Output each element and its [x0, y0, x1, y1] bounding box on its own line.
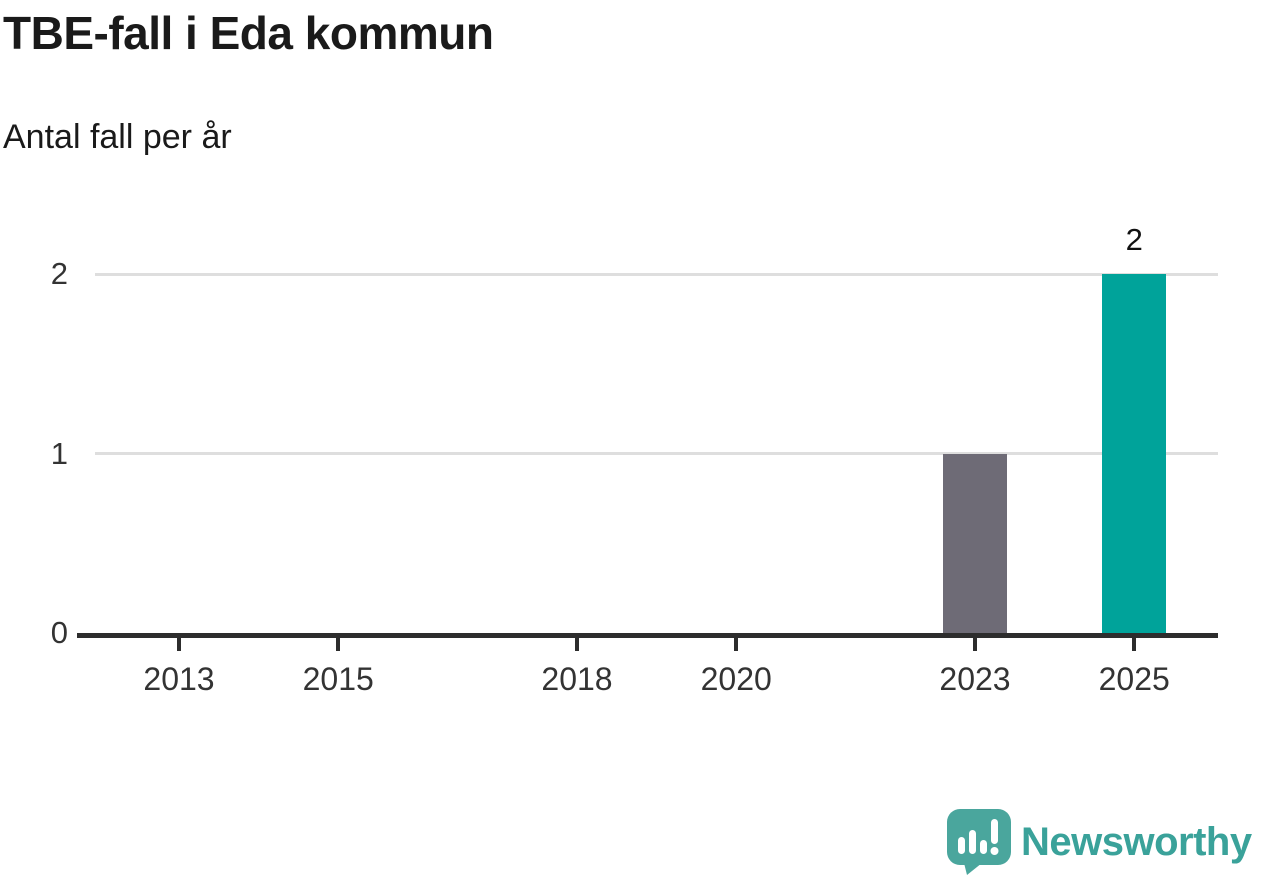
page-title: TBE-fall i Eda kommun — [3, 7, 494, 59]
x-tick-2018 — [575, 638, 579, 651]
y-axis-label-1: 1 — [50, 435, 68, 471]
x-axis-label-2013: 2013 — [143, 661, 215, 697]
gridline-y1 — [95, 452, 1218, 455]
x-axis-label-2025: 2025 — [1098, 661, 1170, 697]
x-axis-label-2015: 2015 — [302, 661, 374, 697]
y-axis-label-0: 0 — [50, 615, 68, 650]
x-axis-label-2020: 2020 — [700, 661, 772, 697]
newsworthy-logo-text: Newsworthy — [1021, 820, 1252, 864]
x-tick-2020 — [734, 638, 739, 651]
x-tick-2013 — [177, 638, 181, 651]
y-axis-label-2: 2 — [50, 256, 68, 291]
x-tick-2023 — [973, 638, 977, 651]
x-tick-2025 — [1132, 638, 1137, 651]
x-axis-label-2018: 2018 — [541, 661, 613, 697]
bar-2023 — [943, 453, 1007, 633]
bar-value-label-2025: 2 — [1125, 222, 1143, 257]
x-axis-label-2023: 2023 — [939, 661, 1011, 697]
x-tick-2015 — [336, 638, 341, 651]
newsworthy-logo: Newsworthy — [947, 809, 1252, 875]
newsworthy-logo-icon — [947, 809, 1011, 875]
gridline-y2 — [95, 272, 1218, 276]
page-subtitle: Antal fall per år — [3, 118, 232, 156]
bar-2025 — [1102, 274, 1167, 633]
x-axis-line — [77, 633, 1218, 638]
